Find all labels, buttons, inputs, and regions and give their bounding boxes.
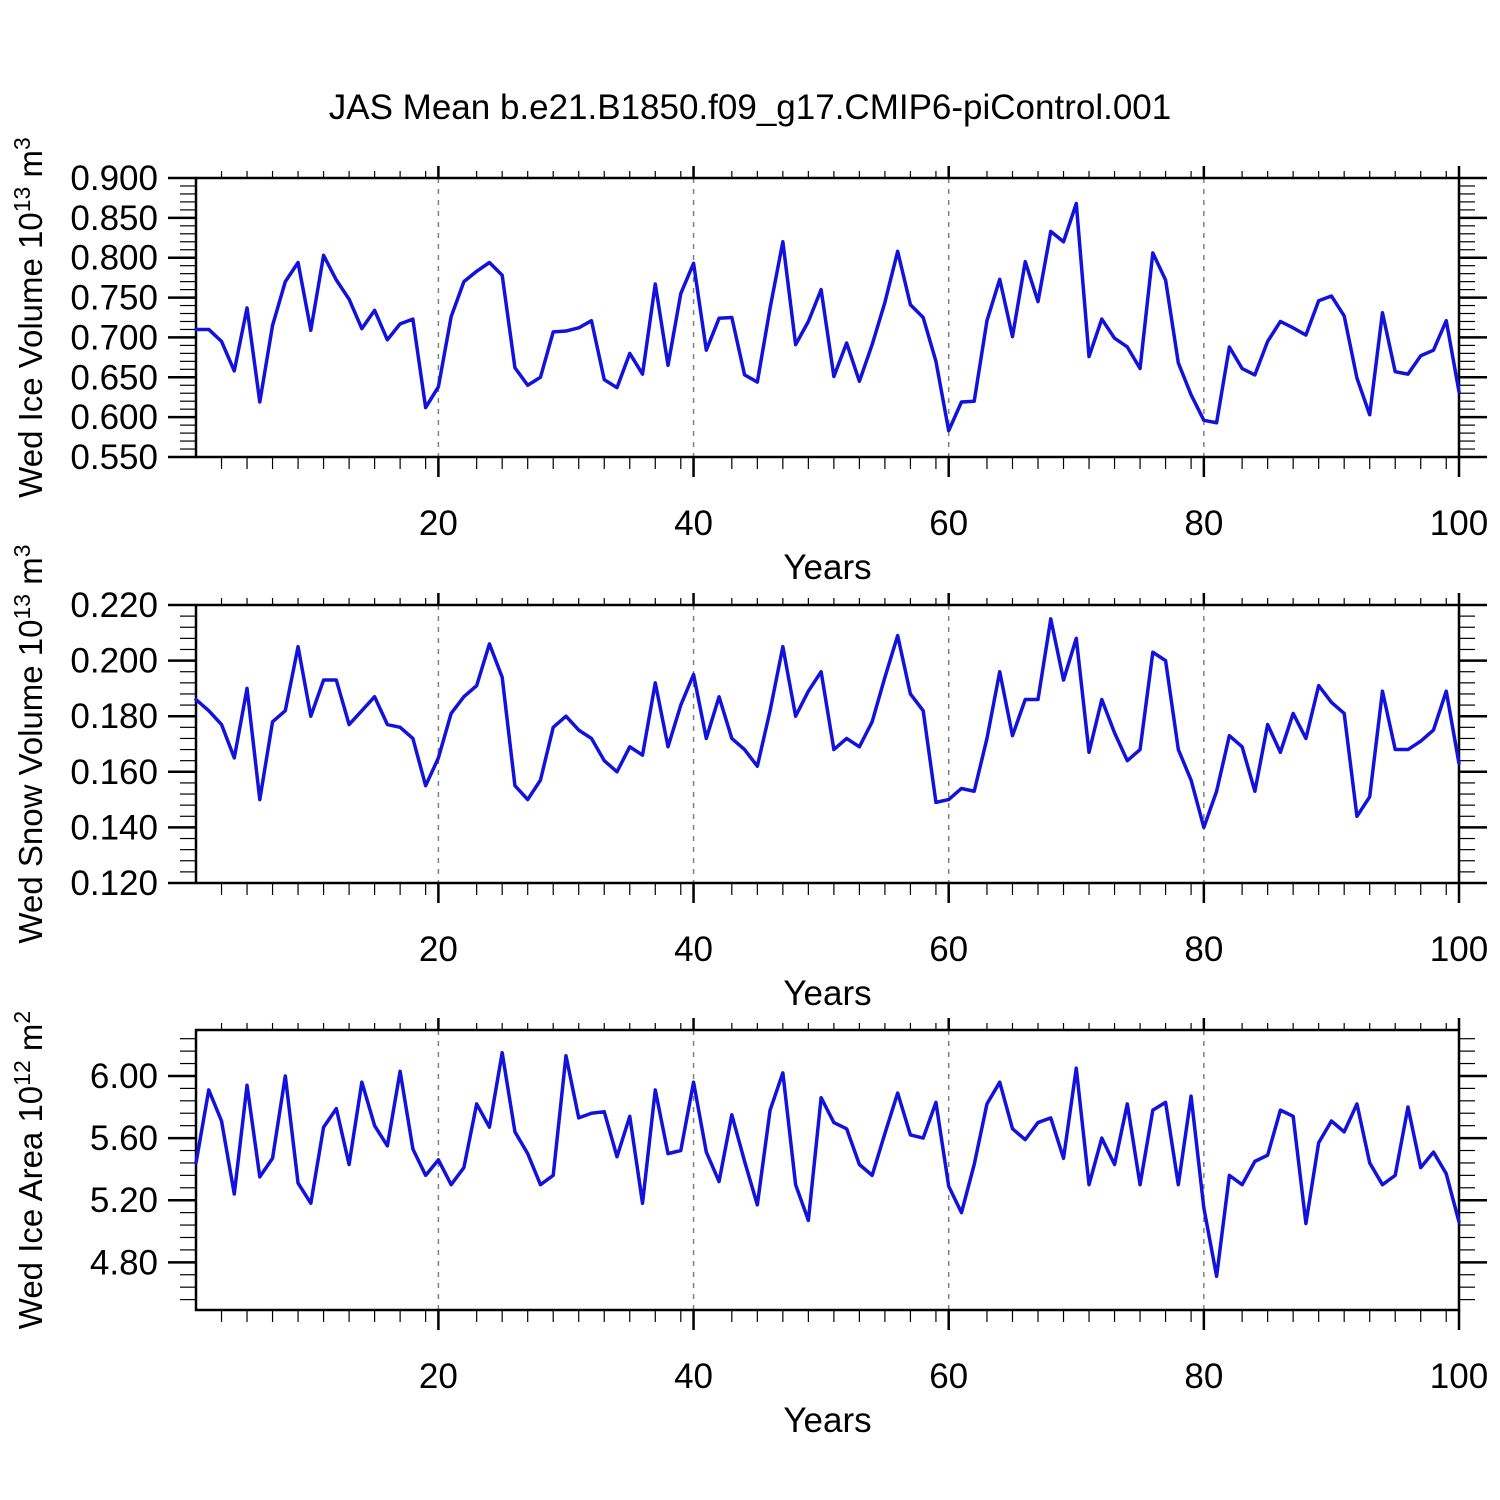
plot-frame: [194, 176, 1461, 459]
x-tick-label: 60: [929, 504, 968, 543]
x-axis-title: Years: [783, 1401, 871, 1440]
x-axis-title: Years: [783, 548, 871, 587]
y-axis-title: Wed Ice Volume 1013 m3: [9, 137, 49, 498]
y-tick-label: 0.700: [70, 318, 158, 357]
x-tick-label: 60: [929, 930, 968, 969]
y-tick-label: 0.900: [70, 159, 158, 198]
y-tick-label: 0.200: [70, 642, 158, 681]
y-tick-label: 0.750: [70, 279, 158, 318]
x-axis: 20 40 60 80 100: [220, 593, 1488, 969]
y-axis-title: Wed Snow Volume 1013 m3: [9, 544, 49, 943]
x-tick-label: 100: [1430, 504, 1488, 543]
y-axis: 0.120 0.140 0.160 0.180 0.200 0.220: [70, 586, 1487, 903]
gridlines: [437, 1030, 1205, 1310]
y-tick-label: 0.160: [70, 753, 158, 792]
y-tick-label: 0.220: [70, 586, 158, 625]
x-tick-label: 100: [1430, 1357, 1488, 1396]
plot-frame: [194, 603, 1461, 885]
y-tick-label: 0.600: [70, 398, 158, 437]
gridlines: [437, 178, 1205, 457]
x-tick-label: 40: [674, 930, 713, 969]
figure-title: JAS Mean b.e21.B1850.f09_g17.CMIP6-piCon…: [328, 88, 1172, 127]
x-axis: 20 40 60 80 100: [220, 1018, 1488, 1396]
x-tick-label: 100: [1430, 930, 1488, 969]
y-tick-label: 0.650: [70, 358, 158, 397]
y-tick-label: 0.140: [70, 808, 158, 847]
x-tick-label: 20: [419, 504, 458, 543]
y-axis: 4.80 5.20 5.60 6.00: [90, 1038, 1487, 1301]
x-tick-label: 40: [674, 1357, 713, 1396]
x-axis-title: Years: [783, 974, 871, 1013]
y-tick-label: 5.60: [90, 1119, 158, 1158]
y-tick-label: 6.00: [90, 1057, 158, 1096]
x-tick-label: 80: [1184, 930, 1223, 969]
y-tick-label: 0.180: [70, 697, 158, 736]
plot-frame: [194, 1028, 1461, 1312]
y-tick-label: 0.850: [70, 199, 158, 238]
x-tick-label: 20: [419, 1357, 458, 1396]
x-axis: 20 40 60 80 100: [220, 166, 1488, 543]
y-axis-title: Wed Ice Area 1012 m2: [9, 1011, 49, 1329]
x-tick-label: 80: [1184, 1357, 1223, 1396]
x-tick-label: 60: [929, 1357, 968, 1396]
y-tick-label: 4.80: [90, 1243, 158, 1282]
x-tick-label: 20: [419, 930, 458, 969]
snow-volume-line: [194, 617, 1461, 830]
y-tick-label: 0.120: [70, 864, 158, 903]
panel-ice-volume: 0.5500.6000.6500.7000.7500.8000.8500.900…: [9, 137, 1488, 587]
gridlines: [437, 605, 1205, 883]
x-tick-label: 80: [1184, 504, 1223, 543]
y-tick-label: 5.20: [90, 1181, 158, 1220]
x-tick-label: 40: [674, 504, 713, 543]
y-tick-label: 0.800: [70, 239, 158, 278]
ice-volume-line: [194, 201, 1461, 433]
panel-ice-area: 4.80 5.20 5.60 6.00 20 40 60 80 100 Years Wed Ice …: [9, 1011, 1488, 1440]
ice-area-line: [194, 1050, 1461, 1279]
y-tick-label: 0.550: [70, 438, 158, 477]
panel-snow-volume: 0.120 0.140 0.160 0.180 0.200 0.220 20 40 60 80 10…: [9, 544, 1488, 1013]
